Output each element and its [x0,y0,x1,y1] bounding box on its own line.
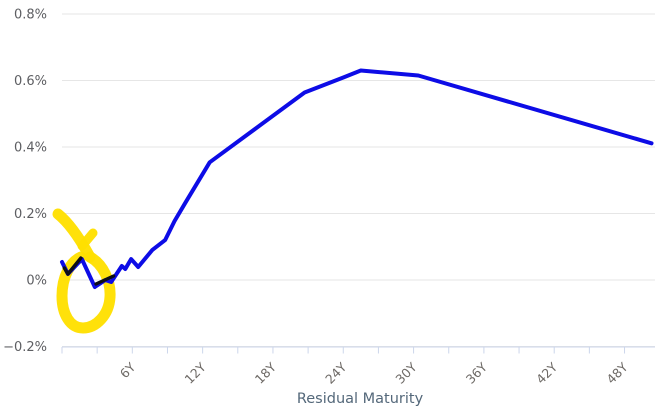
x-axis-title: Residual Maturity [297,391,424,407]
hand-drawn-highlight-circle [52,208,96,263]
y-axis-label: 0.4% [14,141,47,156]
x-axis-label: 24Y [322,359,350,387]
x-axis-label: 12Y [181,359,209,387]
short-end-line-segment [62,256,83,276]
axis-layer: −0.2% 0% 0.2% 0.4% 0.6% 0.8% 6Y 12Y 18Y 24Y 30Y 36Y… [3,8,655,387]
x-axis-label: 42Y [533,359,561,387]
short-end-line-segment [94,274,116,286]
y-axis-label: −0.2% [3,340,47,355]
x-axis-label: 36Y [463,359,491,387]
yield-curve-line[interactable] [60,68,654,289]
y-axis-label: 0.2% [14,207,47,222]
y-axis-label: 0.8% [14,8,47,23]
hand-drawn-highlight-circle [77,228,98,251]
x-axis-label: 18Y [252,359,280,387]
y-axis-label: 0% [26,274,47,289]
series-layer [60,68,654,289]
y-axis-label: 0.6% [14,74,47,89]
x-axis-label: 48Y [603,359,631,387]
grid-layer [62,13,655,347]
x-axis-label: 30Y [392,359,420,387]
x-axis-label: 6Y [117,359,139,381]
